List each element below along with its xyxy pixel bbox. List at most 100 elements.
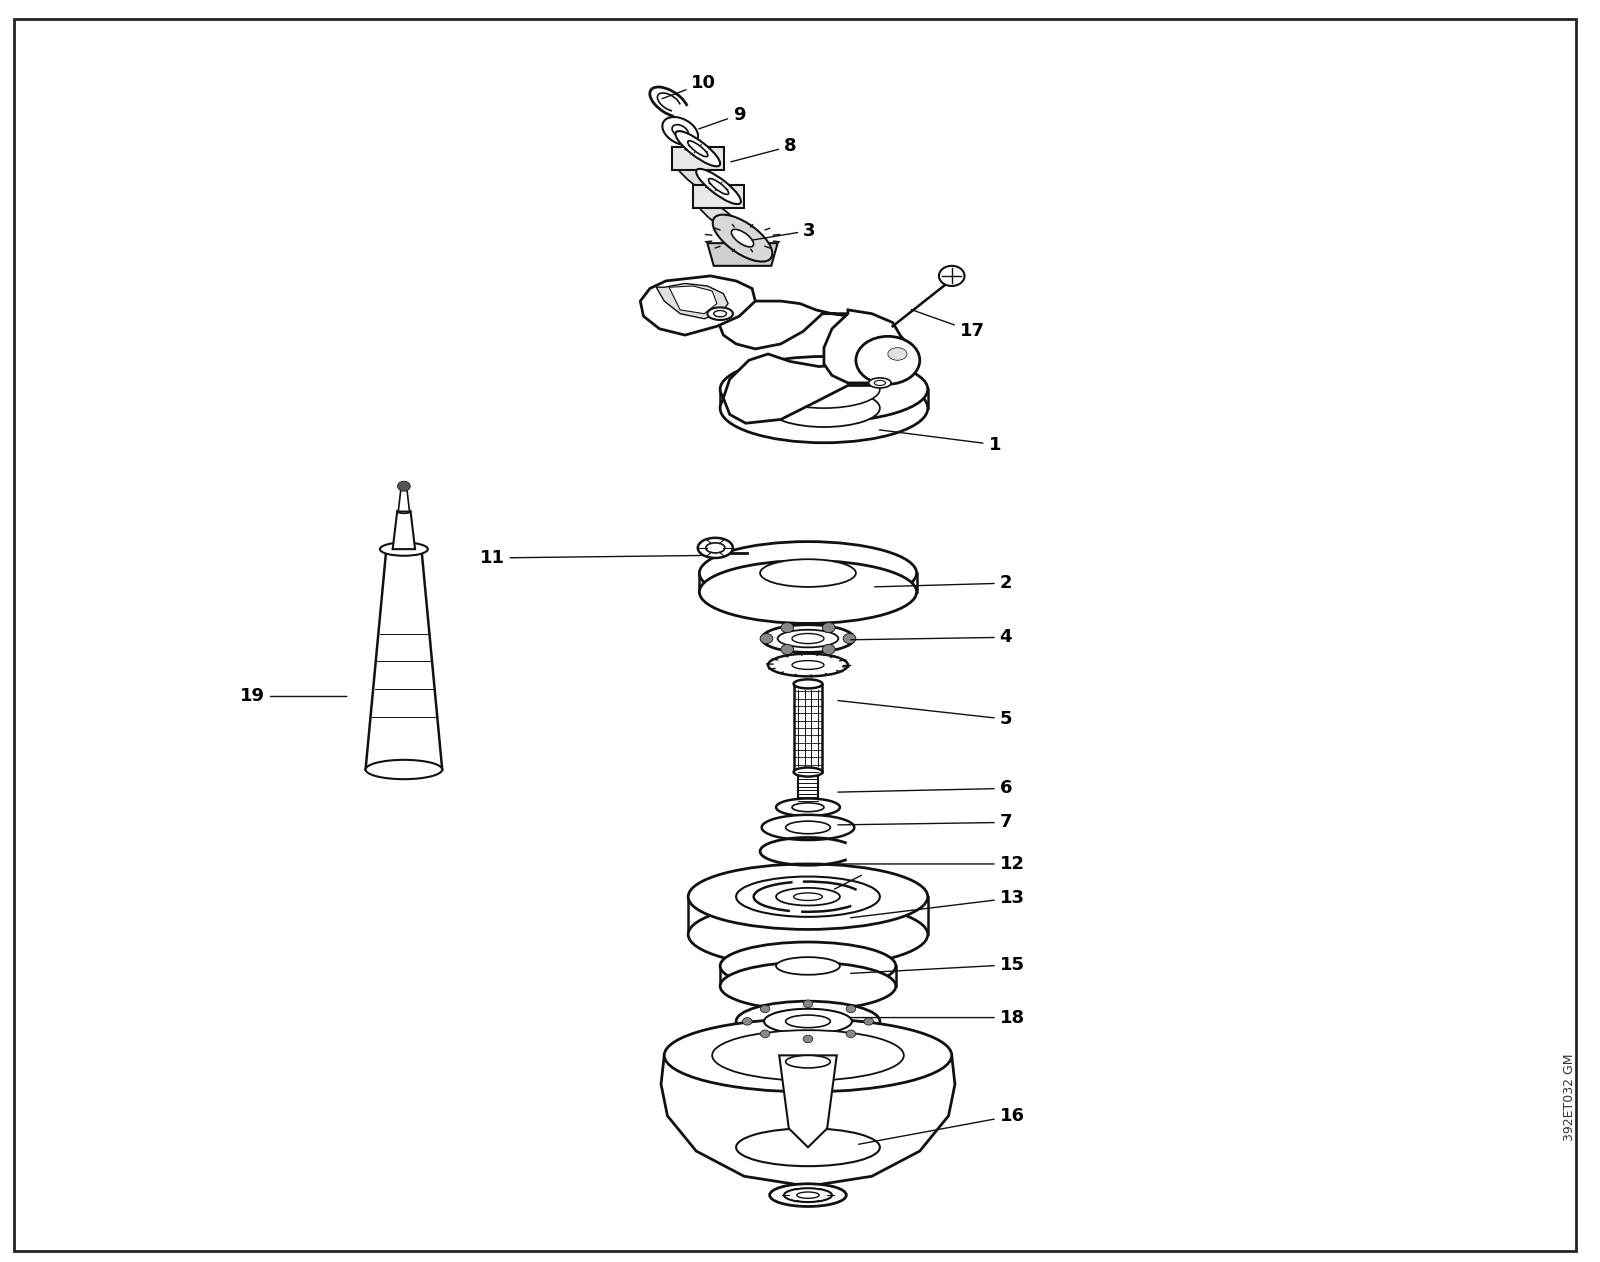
Polygon shape — [365, 549, 442, 770]
Ellipse shape — [768, 389, 880, 427]
Ellipse shape — [672, 125, 688, 138]
Text: 392ET032 GM: 392ET032 GM — [1563, 1054, 1576, 1141]
Ellipse shape — [720, 356, 928, 422]
Text: 5: 5 — [838, 700, 1013, 728]
Circle shape — [760, 1005, 770, 1012]
Polygon shape — [640, 276, 755, 336]
Circle shape — [760, 1030, 770, 1037]
Ellipse shape — [768, 370, 880, 408]
Ellipse shape — [720, 962, 896, 1010]
Ellipse shape — [736, 1001, 880, 1041]
Ellipse shape — [794, 767, 822, 776]
Ellipse shape — [760, 559, 856, 587]
Ellipse shape — [720, 941, 896, 989]
Polygon shape — [661, 1055, 955, 1186]
Text: 17: 17 — [912, 309, 984, 341]
Ellipse shape — [675, 131, 720, 167]
Ellipse shape — [786, 1015, 830, 1027]
Circle shape — [822, 645, 835, 655]
Ellipse shape — [778, 630, 838, 647]
Text: 3: 3 — [752, 222, 816, 240]
Ellipse shape — [675, 160, 720, 196]
Ellipse shape — [731, 230, 754, 247]
Text: 11: 11 — [480, 549, 701, 567]
Ellipse shape — [768, 654, 848, 676]
Bar — [798, 772, 818, 801]
Text: 15: 15 — [851, 955, 1024, 974]
Ellipse shape — [714, 310, 726, 317]
Ellipse shape — [856, 337, 920, 384]
Ellipse shape — [696, 198, 741, 233]
Ellipse shape — [776, 799, 840, 817]
Ellipse shape — [762, 625, 854, 652]
Circle shape — [822, 622, 835, 632]
Text: 12: 12 — [838, 854, 1024, 873]
Polygon shape — [656, 284, 728, 319]
Circle shape — [803, 1000, 813, 1007]
Circle shape — [864, 1017, 874, 1025]
Polygon shape — [669, 286, 717, 314]
Ellipse shape — [874, 380, 885, 385]
Polygon shape — [398, 486, 410, 511]
Polygon shape — [779, 1055, 837, 1147]
Ellipse shape — [712, 1030, 904, 1080]
Circle shape — [781, 622, 794, 632]
Circle shape — [760, 634, 773, 644]
Ellipse shape — [699, 560, 917, 623]
Text: 4: 4 — [851, 628, 1013, 646]
Ellipse shape — [888, 347, 907, 360]
Circle shape — [781, 645, 794, 655]
Circle shape — [846, 1005, 856, 1012]
Text: 2: 2 — [875, 574, 1013, 592]
Ellipse shape — [786, 1055, 830, 1068]
Circle shape — [397, 481, 410, 491]
Ellipse shape — [776, 888, 840, 906]
Text: 16: 16 — [859, 1107, 1024, 1145]
Ellipse shape — [688, 141, 707, 156]
Ellipse shape — [765, 1008, 851, 1034]
Ellipse shape — [688, 864, 928, 929]
Ellipse shape — [762, 815, 854, 840]
Ellipse shape — [736, 877, 880, 917]
Ellipse shape — [794, 679, 822, 688]
Polygon shape — [392, 511, 414, 549]
Ellipse shape — [707, 308, 733, 321]
Ellipse shape — [696, 169, 741, 204]
Polygon shape — [672, 148, 723, 170]
Ellipse shape — [688, 902, 928, 967]
Text: 13: 13 — [851, 888, 1024, 917]
Ellipse shape — [736, 1128, 880, 1166]
Ellipse shape — [720, 374, 928, 443]
Ellipse shape — [792, 803, 824, 811]
Circle shape — [843, 634, 856, 644]
Ellipse shape — [706, 543, 725, 553]
Ellipse shape — [770, 1184, 846, 1206]
Ellipse shape — [792, 634, 824, 644]
Text: 1: 1 — [880, 430, 1002, 453]
Polygon shape — [707, 244, 778, 266]
Text: 8: 8 — [731, 138, 797, 162]
Text: 18: 18 — [851, 1008, 1024, 1026]
Ellipse shape — [402, 486, 406, 487]
Circle shape — [742, 1017, 752, 1025]
Text: 9: 9 — [699, 106, 746, 129]
Ellipse shape — [869, 377, 891, 387]
Ellipse shape — [784, 1189, 832, 1203]
Polygon shape — [693, 186, 744, 208]
Ellipse shape — [699, 541, 917, 604]
Ellipse shape — [664, 1018, 952, 1092]
Text: 6: 6 — [838, 780, 1013, 798]
Text: 7: 7 — [838, 814, 1013, 832]
Ellipse shape — [365, 760, 442, 779]
Polygon shape — [824, 310, 904, 382]
Text: 19: 19 — [240, 688, 347, 705]
Polygon shape — [717, 302, 915, 423]
Ellipse shape — [792, 660, 824, 669]
Ellipse shape — [939, 266, 965, 286]
Ellipse shape — [709, 178, 728, 194]
Ellipse shape — [794, 893, 822, 901]
Ellipse shape — [776, 957, 840, 974]
Ellipse shape — [662, 117, 698, 145]
Ellipse shape — [698, 538, 733, 558]
Ellipse shape — [797, 1193, 819, 1199]
